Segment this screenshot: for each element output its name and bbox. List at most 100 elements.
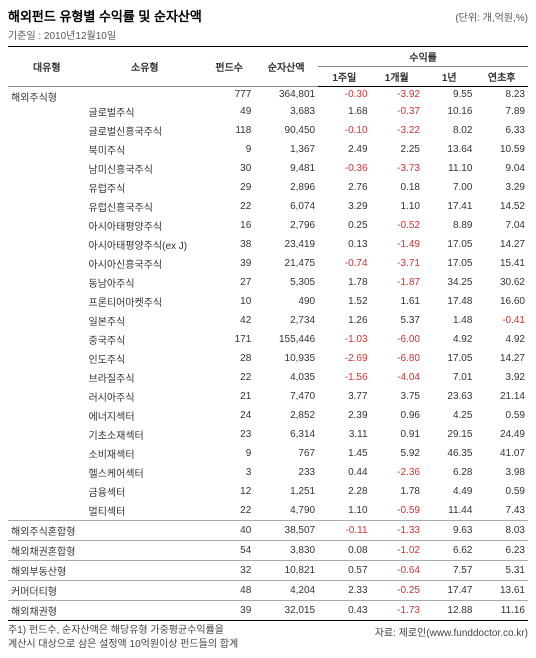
table-cell: 2.49 — [318, 140, 370, 159]
table-cell: 0.96 — [371, 406, 423, 425]
unit-label: (단위: 개,억원,%) — [455, 9, 528, 24]
table-cell: -1.73 — [371, 601, 423, 621]
table-cell: -6.80 — [371, 349, 423, 368]
table-cell: 27 — [204, 273, 254, 292]
table-cell: 0.25 — [318, 216, 370, 235]
cat2-cell: 일본주식 — [86, 311, 205, 330]
cat1-cell: 해외주식형 — [8, 87, 86, 521]
table-cell: 40 — [204, 521, 254, 541]
footnote-line2: 계산시 대상으로 삼은 설정액 10억원이상 펀드들의 합계 — [8, 638, 365, 652]
table-cell: 0.43 — [318, 601, 370, 621]
table-cell: 3 — [204, 463, 254, 482]
table-cell: -1.02 — [371, 541, 423, 561]
table-row: 중국주식171155,446-1.03-6.004.924.92 — [8, 330, 528, 349]
table-cell: 21,475 — [254, 254, 318, 273]
table-cell: 1.78 — [371, 482, 423, 501]
table-cell: 2,734 — [254, 311, 318, 330]
table-cell: -0.37 — [371, 102, 423, 121]
table-cell: 22 — [204, 368, 254, 387]
table-cell: 16 — [204, 216, 254, 235]
cat2-cell — [86, 601, 205, 621]
table-cell: 5,305 — [254, 273, 318, 292]
table-cell: 29.15 — [423, 425, 475, 444]
table-cell: 3.29 — [475, 178, 528, 197]
fund-table: 대유형 소유형 펀드수 순자산액 수익률 1주일 1개월 1년 연초후 해외주식… — [8, 46, 528, 621]
table-cell: 2.28 — [318, 482, 370, 501]
table-cell: -3.71 — [371, 254, 423, 273]
table-cell: 4.25 — [423, 406, 475, 425]
table-row: 남미신흥국주식309,481-0.36-3.7311.109.04 — [8, 159, 528, 178]
table-cell: 767 — [254, 444, 318, 463]
table-row: 유럽주식292,8962.760.187.003.29 — [8, 178, 528, 197]
table-cell: 9.55 — [423, 87, 475, 103]
table-cell: 17.41 — [423, 197, 475, 216]
table-row: 헬스케어섹터32330.44-2.366.283.98 — [8, 463, 528, 482]
table-row: 프론티어마켓주식104901.521.6117.4816.60 — [8, 292, 528, 311]
table-cell: -4.04 — [371, 368, 423, 387]
cat2-cell: 헬스케어섹터 — [86, 463, 205, 482]
table-cell: 10.16 — [423, 102, 475, 121]
table-row: 금융섹터121,2512.281.784.490.59 — [8, 482, 528, 501]
date-label: 기준일 : 2010년12월10일 — [8, 27, 528, 42]
table-cell: 23,419 — [254, 235, 318, 254]
cat2-cell: 에너지섹터 — [86, 406, 205, 425]
table-cell: -2.69 — [318, 349, 370, 368]
table-cell: -0.25 — [371, 581, 423, 601]
table-cell: 4.92 — [423, 330, 475, 349]
table-cell: 17.47 — [423, 581, 475, 601]
cat2-cell: 인도주식 — [86, 349, 205, 368]
th-r1w: 1주일 — [318, 67, 370, 87]
table-cell: 15.41 — [475, 254, 528, 273]
table-cell: 14.27 — [475, 349, 528, 368]
table-cell: -0.64 — [371, 561, 423, 581]
cat1-cell: 해외채권형 — [8, 601, 86, 621]
table-cell: 4.92 — [475, 330, 528, 349]
table-cell: -3.22 — [371, 121, 423, 140]
table-cell: 10,821 — [254, 561, 318, 581]
th-r1y: 1년 — [423, 67, 475, 87]
table-row: 북미주식91,3672.492.2513.6410.59 — [8, 140, 528, 159]
table-cell: 8.03 — [475, 521, 528, 541]
table-cell: 8.02 — [423, 121, 475, 140]
table-row: 해외주식형777364,801-0.30-3.929.558.23 — [8, 87, 528, 103]
table-cell: 21.14 — [475, 387, 528, 406]
table-cell: 3,830 — [254, 541, 318, 561]
table-cell: 23 — [204, 425, 254, 444]
table-row: 아시아태평양주식162,7960.25-0.528.897.04 — [8, 216, 528, 235]
table-cell: 3.77 — [318, 387, 370, 406]
table-cell: 21 — [204, 387, 254, 406]
table-cell: 9.04 — [475, 159, 528, 178]
table-cell: 9.63 — [423, 521, 475, 541]
table-cell: 6.28 — [423, 463, 475, 482]
cat2-cell: 글로벌신흥국주식 — [86, 121, 205, 140]
cat2-cell: 북미주식 — [86, 140, 205, 159]
table-row: 유럽신흥국주식226,0743.291.1017.4114.52 — [8, 197, 528, 216]
table-cell: -2.36 — [371, 463, 423, 482]
table-row: 동남아주식275,3051.78-1.8734.2530.62 — [8, 273, 528, 292]
cat2-cell: 유럽주식 — [86, 178, 205, 197]
cat2-cell: 프론티어마켓주식 — [86, 292, 205, 311]
th-count: 펀드수 — [204, 47, 254, 87]
table-cell: 14.52 — [475, 197, 528, 216]
table-cell: 54 — [204, 541, 254, 561]
table-cell: 7.00 — [423, 178, 475, 197]
table-cell: 22 — [204, 501, 254, 521]
table-cell: 5.31 — [475, 561, 528, 581]
table-cell: 0.59 — [475, 482, 528, 501]
table-cell: 12.88 — [423, 601, 475, 621]
table-cell: -3.73 — [371, 159, 423, 178]
table-cell: -0.10 — [318, 121, 370, 140]
table-cell: 1.10 — [318, 501, 370, 521]
table-cell: -0.41 — [475, 311, 528, 330]
cat1-cell: 커머더티형 — [8, 581, 86, 601]
table-cell: 2,796 — [254, 216, 318, 235]
table-cell: 1,367 — [254, 140, 318, 159]
cat2-cell: 소비재섹터 — [86, 444, 205, 463]
table-cell: 17.05 — [423, 235, 475, 254]
table-cell: 32 — [204, 561, 254, 581]
table-cell: -1.33 — [371, 521, 423, 541]
table-cell: 3.92 — [475, 368, 528, 387]
table-cell: 0.13 — [318, 235, 370, 254]
table-cell: 1.45 — [318, 444, 370, 463]
table-cell: 3,683 — [254, 102, 318, 121]
